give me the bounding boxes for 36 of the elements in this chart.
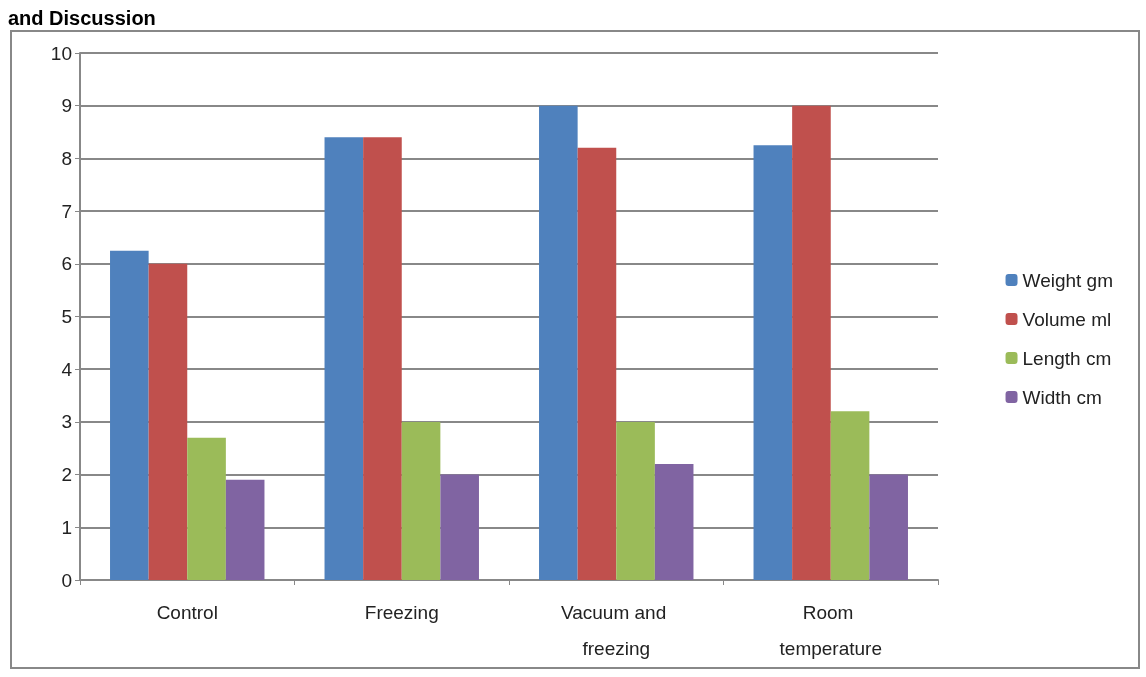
x-tick-label: Control [156, 601, 218, 623]
bar [324, 137, 364, 580]
bar [792, 105, 831, 580]
y-tick-label: 1 [61, 516, 72, 538]
bar [225, 479, 265, 580]
y-tick-label: 8 [61, 147, 72, 169]
y-tick-label: 3 [61, 411, 72, 433]
y-tick-label: 2 [61, 464, 72, 486]
bar [616, 421, 655, 580]
bar [363, 137, 402, 580]
bar [830, 411, 870, 580]
x-tick-label: Room temperature [779, 601, 882, 659]
text: and Discussion [8, 7, 156, 29]
y-tick-label: 9 [61, 95, 72, 117]
y-tick-label: 7 [61, 200, 72, 222]
bar [869, 474, 908, 580]
bar [539, 105, 578, 580]
y-tick-label: 6 [61, 253, 72, 275]
legend-label: Length cm [1022, 347, 1112, 369]
x-tick-label: Vacuum and freezing [560, 601, 672, 659]
y-tick-label: 5 [61, 306, 72, 327]
y-tick-label: 0 [61, 569, 72, 591]
bar [110, 250, 149, 580]
bar [577, 147, 617, 580]
x-tick-label: Freezing [364, 601, 439, 623]
y-tick-label: 10 [50, 42, 72, 64]
bar [401, 421, 441, 580]
legend-label: Volume ml [1022, 308, 1112, 330]
bar [440, 474, 479, 580]
y-tick-label: 4 [61, 358, 73, 380]
bar [654, 464, 694, 580]
legend-label: Weight gm [1022, 269, 1114, 291]
bar [187, 437, 226, 580]
legend-label: Width cm [1022, 386, 1102, 408]
bar [148, 263, 188, 580]
bar [753, 145, 793, 580]
